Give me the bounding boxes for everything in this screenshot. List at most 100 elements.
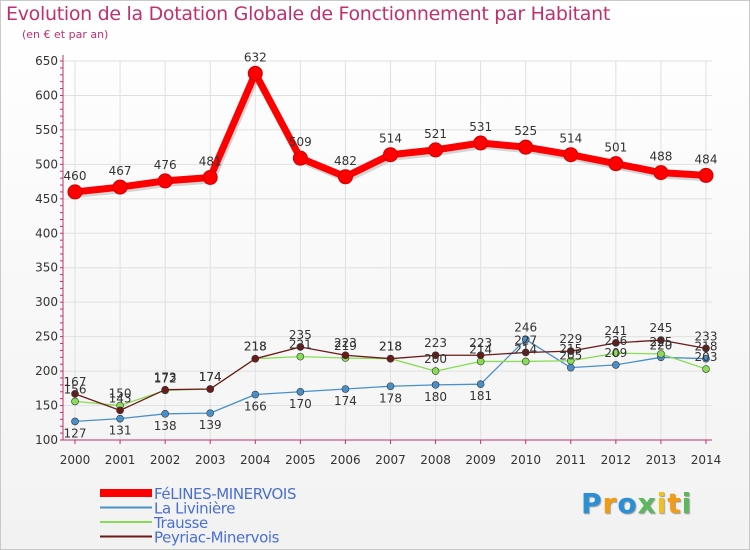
- y-tick-label: 200: [35, 364, 58, 378]
- x-tick-label: 2003: [195, 453, 226, 467]
- y-tick-label: 550: [35, 123, 58, 137]
- data-point: [206, 385, 215, 393]
- data-point: [247, 65, 263, 81]
- data-point: [71, 397, 79, 406]
- data-label: 209: [604, 346, 627, 360]
- logo-letter: i: [681, 487, 693, 520]
- data-label: 139: [199, 418, 222, 432]
- logo-letter: x: [637, 487, 657, 520]
- x-tick-label: 2011: [556, 453, 587, 467]
- data-label: 525: [514, 124, 537, 138]
- data-point: [702, 365, 710, 373]
- data-point: [698, 167, 714, 183]
- data-label: 218: [244, 340, 267, 354]
- data-label: 225: [649, 335, 672, 349]
- data-point: [566, 356, 575, 365]
- y-tick-label: 600: [35, 88, 58, 102]
- data-point: [608, 156, 624, 172]
- data-point: [157, 173, 173, 189]
- x-tick-label: 2009: [465, 453, 496, 467]
- x-tick-label: 2000: [60, 453, 91, 467]
- x-tick-label: 2006: [330, 453, 361, 467]
- data-point: [116, 414, 124, 423]
- x-tick-label: 2008: [420, 453, 451, 467]
- x-tick-label: 2010: [510, 453, 541, 467]
- data-label: 488: [649, 150, 672, 164]
- data-label: 172: [154, 371, 177, 385]
- legend-label: La Livinière: [154, 500, 235, 518]
- data-label: 180: [424, 390, 447, 404]
- proxiti-logo: Proxiti: [581, 487, 692, 520]
- data-point: [702, 354, 710, 363]
- data-point: [476, 351, 485, 360]
- y-tick-label: 450: [35, 192, 58, 206]
- data-label: 166: [244, 400, 267, 414]
- data-point: [386, 382, 395, 391]
- y-tick-label: 100: [35, 433, 58, 447]
- data-label: 219: [334, 339, 357, 353]
- y-tick-label: 500: [35, 157, 58, 171]
- logo-letter: r: [602, 487, 618, 520]
- data-point: [657, 350, 665, 358]
- data-label: 227: [514, 333, 537, 347]
- data-point: [431, 381, 440, 389]
- data-point: [386, 354, 395, 363]
- x-tick-label: 2001: [105, 453, 136, 467]
- data-point: [206, 409, 215, 417]
- data-label: 223: [334, 336, 357, 350]
- data-label: 143: [109, 391, 132, 405]
- data-point: [518, 139, 534, 155]
- data-label: 218: [695, 340, 718, 354]
- data-point: [563, 147, 579, 163]
- y-tick-label: 150: [35, 399, 58, 413]
- data-label: 241: [604, 324, 627, 338]
- y-tick-label: 250: [35, 330, 58, 344]
- data-label: 203: [695, 350, 718, 364]
- data-point: [67, 184, 83, 200]
- data-label: 138: [154, 419, 177, 433]
- data-label: 221: [289, 338, 312, 352]
- data-label: 174: [199, 370, 222, 384]
- data-label: 514: [559, 132, 582, 146]
- data-point: [657, 336, 665, 344]
- data-label: 509: [289, 135, 312, 149]
- grid: [63, 60, 712, 441]
- data-label: 482: [334, 154, 357, 168]
- y-tick-label: 350: [35, 261, 58, 275]
- data-point: [566, 347, 575, 355]
- data-label: 167: [64, 375, 87, 389]
- data-label: 245: [649, 321, 672, 335]
- data-point: [521, 348, 530, 357]
- chart-title: Evolution de la Dotation Globale de Fonc…: [6, 3, 611, 25]
- x-tick-label: 2002: [150, 453, 181, 467]
- data-point: [251, 354, 260, 363]
- data-point: [383, 147, 398, 163]
- x-tick-label: 2004: [240, 453, 271, 467]
- data-label: 531: [469, 120, 492, 134]
- data-label: 131: [109, 424, 132, 438]
- x-tick-label: 2012: [601, 453, 632, 467]
- data-label: 156: [64, 382, 87, 396]
- data-point: [431, 367, 440, 375]
- data-label: 174: [199, 370, 222, 384]
- chart-subtitle: (en € et par an): [22, 28, 109, 41]
- data-label: 467: [109, 164, 132, 178]
- data-point: [473, 135, 489, 151]
- data-label: 127: [64, 426, 87, 440]
- data-label: 223: [424, 336, 447, 350]
- x-tick-label: 2014: [691, 453, 722, 467]
- logo-letter: t: [667, 487, 682, 520]
- data-label: 170: [289, 397, 312, 411]
- x-tick-label: 2007: [375, 453, 406, 467]
- legend-label: Trausse: [153, 514, 208, 532]
- data-point: [112, 179, 128, 195]
- data-point: [653, 165, 669, 181]
- data-point: [341, 351, 350, 360]
- data-point: [202, 169, 218, 185]
- data-label: 223: [469, 336, 492, 350]
- data-point: [476, 380, 485, 388]
- data-label: 460: [64, 169, 87, 183]
- y-tick-label: 400: [35, 226, 58, 240]
- data-point: [161, 385, 169, 394]
